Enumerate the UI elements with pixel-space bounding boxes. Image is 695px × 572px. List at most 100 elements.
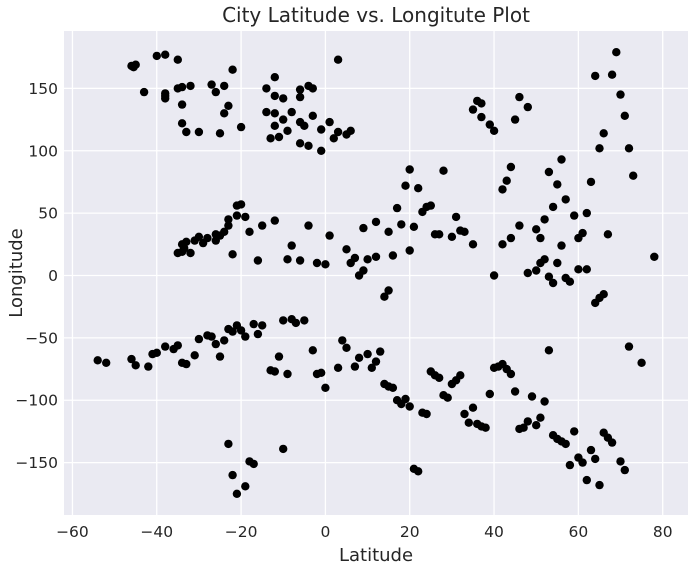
y-tick-label: 0 xyxy=(48,267,58,285)
data-point xyxy=(359,266,368,275)
data-point xyxy=(405,246,414,255)
data-point xyxy=(270,73,279,82)
data-point xyxy=(397,220,406,229)
data-point xyxy=(186,248,195,258)
data-point xyxy=(262,84,271,93)
data-point xyxy=(127,354,136,364)
data-point xyxy=(279,444,288,454)
data-point xyxy=(102,358,111,367)
y-tick-label: −50 xyxy=(25,329,58,347)
data-point xyxy=(211,87,220,97)
data-point xyxy=(384,227,393,236)
data-point xyxy=(283,255,292,264)
data-point xyxy=(489,126,499,135)
data-point xyxy=(266,134,275,143)
data-point xyxy=(317,125,326,134)
x-tick-label: 20 xyxy=(400,523,420,541)
data-point xyxy=(540,397,549,406)
data-point xyxy=(414,184,423,193)
data-point xyxy=(131,60,140,69)
data-point xyxy=(182,127,191,137)
data-point xyxy=(422,409,431,419)
y-tick-label: −150 xyxy=(15,454,58,472)
data-point xyxy=(270,91,279,101)
data-point xyxy=(350,253,360,263)
data-point xyxy=(228,470,237,480)
plot-area xyxy=(64,31,688,515)
data-point xyxy=(173,341,182,350)
data-point xyxy=(384,286,393,295)
data-point xyxy=(624,342,634,351)
data-point xyxy=(456,371,465,380)
data-point xyxy=(270,109,279,118)
data-point xyxy=(283,369,292,379)
data-point xyxy=(346,126,355,135)
data-point xyxy=(612,48,621,57)
data-point xyxy=(131,361,140,370)
data-point xyxy=(553,258,562,268)
data-point xyxy=(338,336,347,345)
data-point xyxy=(620,465,629,475)
data-point xyxy=(236,122,246,132)
data-point xyxy=(498,185,507,194)
data-point xyxy=(586,177,596,187)
data-point xyxy=(177,100,187,109)
data-point xyxy=(515,92,524,102)
x-tick-label: −60 xyxy=(56,523,89,541)
data-point xyxy=(173,84,182,93)
data-point xyxy=(236,326,246,335)
data-point xyxy=(308,84,317,93)
data-point xyxy=(228,250,237,259)
data-point xyxy=(536,413,545,422)
data-point xyxy=(308,346,317,355)
data-point xyxy=(333,127,343,137)
data-point xyxy=(565,277,575,286)
data-point xyxy=(595,480,604,490)
data-point xyxy=(510,115,520,124)
data-point xyxy=(591,71,600,81)
data-point xyxy=(405,402,414,411)
data-point xyxy=(506,162,516,172)
x-tick-label: 0 xyxy=(320,523,330,541)
data-point xyxy=(401,394,410,404)
data-point xyxy=(532,421,541,430)
x-axis-label: Latitude xyxy=(339,545,413,566)
data-point xyxy=(354,353,364,362)
data-point xyxy=(616,457,625,466)
data-point xyxy=(536,233,545,243)
data-point xyxy=(363,349,372,359)
data-point xyxy=(607,70,617,79)
data-point xyxy=(502,176,511,185)
data-point xyxy=(291,318,301,328)
data-point xyxy=(194,334,204,344)
data-point xyxy=(224,101,233,111)
data-point xyxy=(220,336,229,345)
data-point xyxy=(443,393,452,402)
data-point xyxy=(485,120,494,129)
data-point xyxy=(283,126,292,135)
data-point xyxy=(300,316,309,325)
data-point xyxy=(317,368,326,377)
data-point xyxy=(616,90,625,99)
data-point xyxy=(274,132,284,142)
data-point xyxy=(220,227,229,236)
data-point xyxy=(447,232,457,241)
data-point xyxy=(253,256,263,265)
data-point xyxy=(548,278,558,288)
data-point xyxy=(173,55,182,64)
data-point xyxy=(523,102,532,112)
data-point xyxy=(574,265,583,274)
data-point xyxy=(510,387,520,396)
data-point xyxy=(220,109,229,118)
data-point xyxy=(561,195,570,204)
data-point xyxy=(207,332,216,341)
data-point xyxy=(468,105,478,114)
data-point xyxy=(607,438,617,447)
y-axis-label: Longitude xyxy=(6,228,27,318)
data-point xyxy=(194,127,204,137)
data-point xyxy=(300,121,309,130)
data-point xyxy=(287,107,296,117)
data-point xyxy=(177,119,187,128)
data-point xyxy=(152,348,161,357)
